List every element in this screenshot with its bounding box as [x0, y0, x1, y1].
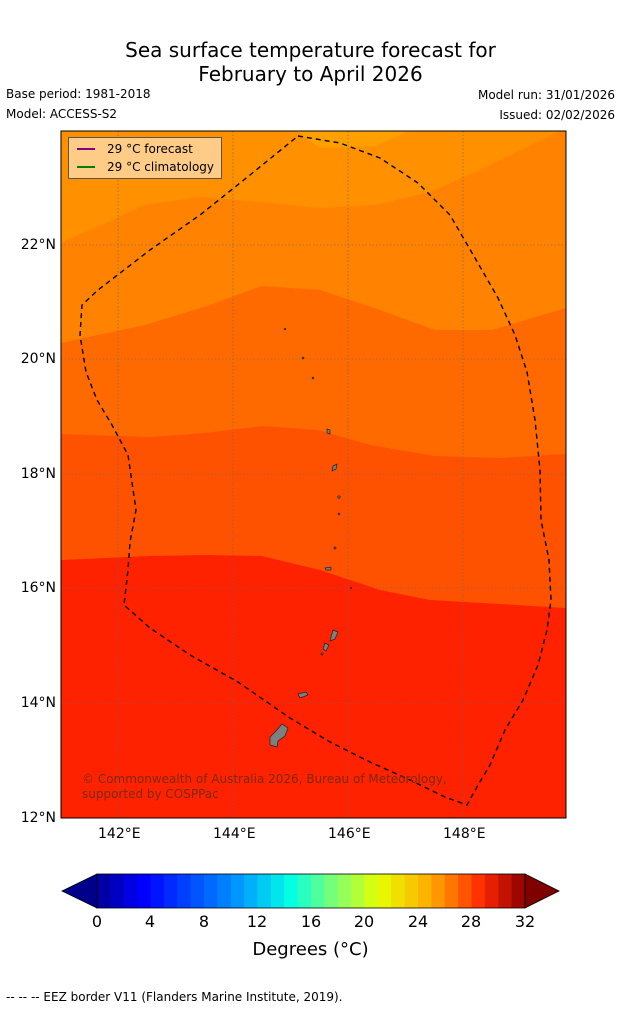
model-name: Model: ACCESS-S2: [6, 107, 118, 121]
colorbar-cell: [377, 874, 392, 908]
island-guam: [269, 723, 289, 748]
colorbar-tick-0: 0: [91, 912, 103, 931]
colorbar-cells: [97, 874, 526, 908]
colorbar-cell: [244, 874, 258, 908]
island-tinian: [322, 642, 330, 652]
colorbar-cell: [431, 874, 446, 908]
colorbar-cell: [217, 874, 232, 908]
island-saipan: [329, 629, 339, 642]
colorbar-cell: [110, 874, 125, 908]
legend-forecast-line: [77, 148, 95, 150]
colorbar: [61, 873, 560, 909]
colorbar-tick-24: 24: [407, 912, 429, 931]
legend-climatology-label: 29 °C climatology: [107, 160, 215, 174]
colorbar-tick-4: 4: [144, 912, 156, 931]
chart-title: Sea surface temperature forecast for Feb…: [0, 38, 621, 86]
colorbar-tick-8: 8: [198, 912, 210, 931]
island-sarigan: [333, 546, 337, 550]
colorbar-cell: [498, 874, 513, 908]
colorbar-cell: [471, 874, 486, 908]
colorbar-cell: [190, 874, 205, 908]
colorbar-cell: [404, 874, 419, 908]
colorbar-cell: [458, 874, 472, 908]
island-agrihan: [326, 428, 331, 435]
colorbar-cell: [284, 874, 299, 908]
colorbar-low-extend: [61, 873, 98, 909]
legend-forecast-label: 29 °C forecast: [107, 142, 193, 156]
colorbar-cell: [123, 874, 138, 908]
lat-tick-14: 14°N: [20, 695, 56, 711]
colorbar-cell: [324, 874, 339, 908]
lat-tick-12: 12°N: [20, 810, 56, 826]
map-legend: 29 °C forecast 29 °C climatology: [68, 137, 222, 179]
lat-tick-16: 16°N: [20, 580, 56, 596]
lon-tick-146: 146°E: [328, 826, 371, 842]
lat-tick-18: 18°N: [20, 466, 56, 482]
island-uracas: [283, 327, 287, 331]
colorbar-title: Degrees (°C): [252, 939, 369, 960]
island-alamagan: [337, 495, 341, 499]
island-maug: [301, 356, 305, 360]
lat-tick-20: 20°N: [20, 351, 56, 367]
issued-date: Issued: 02/02/2026: [499, 108, 615, 122]
colorbar-tick-20: 20: [353, 912, 375, 931]
colorbar-frame: [96, 873, 526, 909]
legend-forecast: 29 °C forecast: [77, 140, 193, 158]
colorbar-tick-32: 32: [514, 912, 536, 931]
title-line-2: February to April 2026: [198, 62, 423, 86]
colorbar-cell: [297, 874, 312, 908]
colorbar-cell: [163, 874, 178, 908]
eez-border: [79, 135, 552, 806]
legend-climatology-line: [77, 166, 95, 168]
colorbar-cell: [257, 874, 272, 908]
colorbar-cell: [204, 874, 218, 908]
lon-tick-142: 142°E: [98, 826, 141, 842]
island-asuncion: [311, 376, 315, 380]
legend-climatology: 29 °C climatology: [77, 158, 214, 176]
colorbar-cell: [337, 874, 352, 908]
title-line-1: Sea surface temperature forecast for: [125, 38, 496, 62]
base-period: Base period: 1981-2018: [6, 87, 151, 101]
islands: [269, 327, 353, 748]
island-guguan: [337, 512, 341, 516]
colorbar-cell: [311, 874, 325, 908]
colorbar-cell: [230, 874, 245, 908]
colorbar-cell: [150, 874, 165, 908]
colorbar-cell: [418, 874, 432, 908]
map-frame: [60, 130, 567, 819]
colorbar-cell: [97, 874, 111, 908]
island-rota: [297, 691, 309, 699]
island-pagan: [331, 463, 338, 472]
colorbar-tick-28: 28: [460, 912, 482, 931]
colorbar-cell: [177, 874, 192, 908]
island-anatahan: [324, 566, 332, 571]
colorbar-cell: [137, 874, 151, 908]
sst-contours: [61, 131, 566, 818]
lat-tick-22: 22°N: [20, 237, 56, 253]
colorbar-cell: [511, 874, 526, 908]
colorbar-cell: [364, 874, 379, 908]
copyright-notice: © Commonwealth of Australia 2026, Bureau…: [82, 772, 447, 801]
footer-note: -- -- -- EEZ border V11 (Flanders Marine…: [6, 990, 343, 1004]
lon-tick-144: 144°E: [213, 826, 256, 842]
colorbar-cell: [444, 874, 459, 908]
colorbar-tick-16: 16: [300, 912, 322, 931]
graticule: [61, 131, 566, 818]
island-aguijan: [320, 652, 324, 656]
colorbar-cell: [270, 874, 285, 908]
colorbar-cell: [351, 874, 365, 908]
colorbar-tick-12: 12: [246, 912, 268, 931]
model-run: Model run: 31/01/2026: [477, 88, 615, 102]
colorbar-cell: [484, 874, 499, 908]
lon-tick-148: 148°E: [443, 826, 486, 842]
colorbar-high-extend: [524, 873, 560, 909]
island-small-1: [349, 586, 353, 590]
colorbar-cell: [391, 874, 406, 908]
